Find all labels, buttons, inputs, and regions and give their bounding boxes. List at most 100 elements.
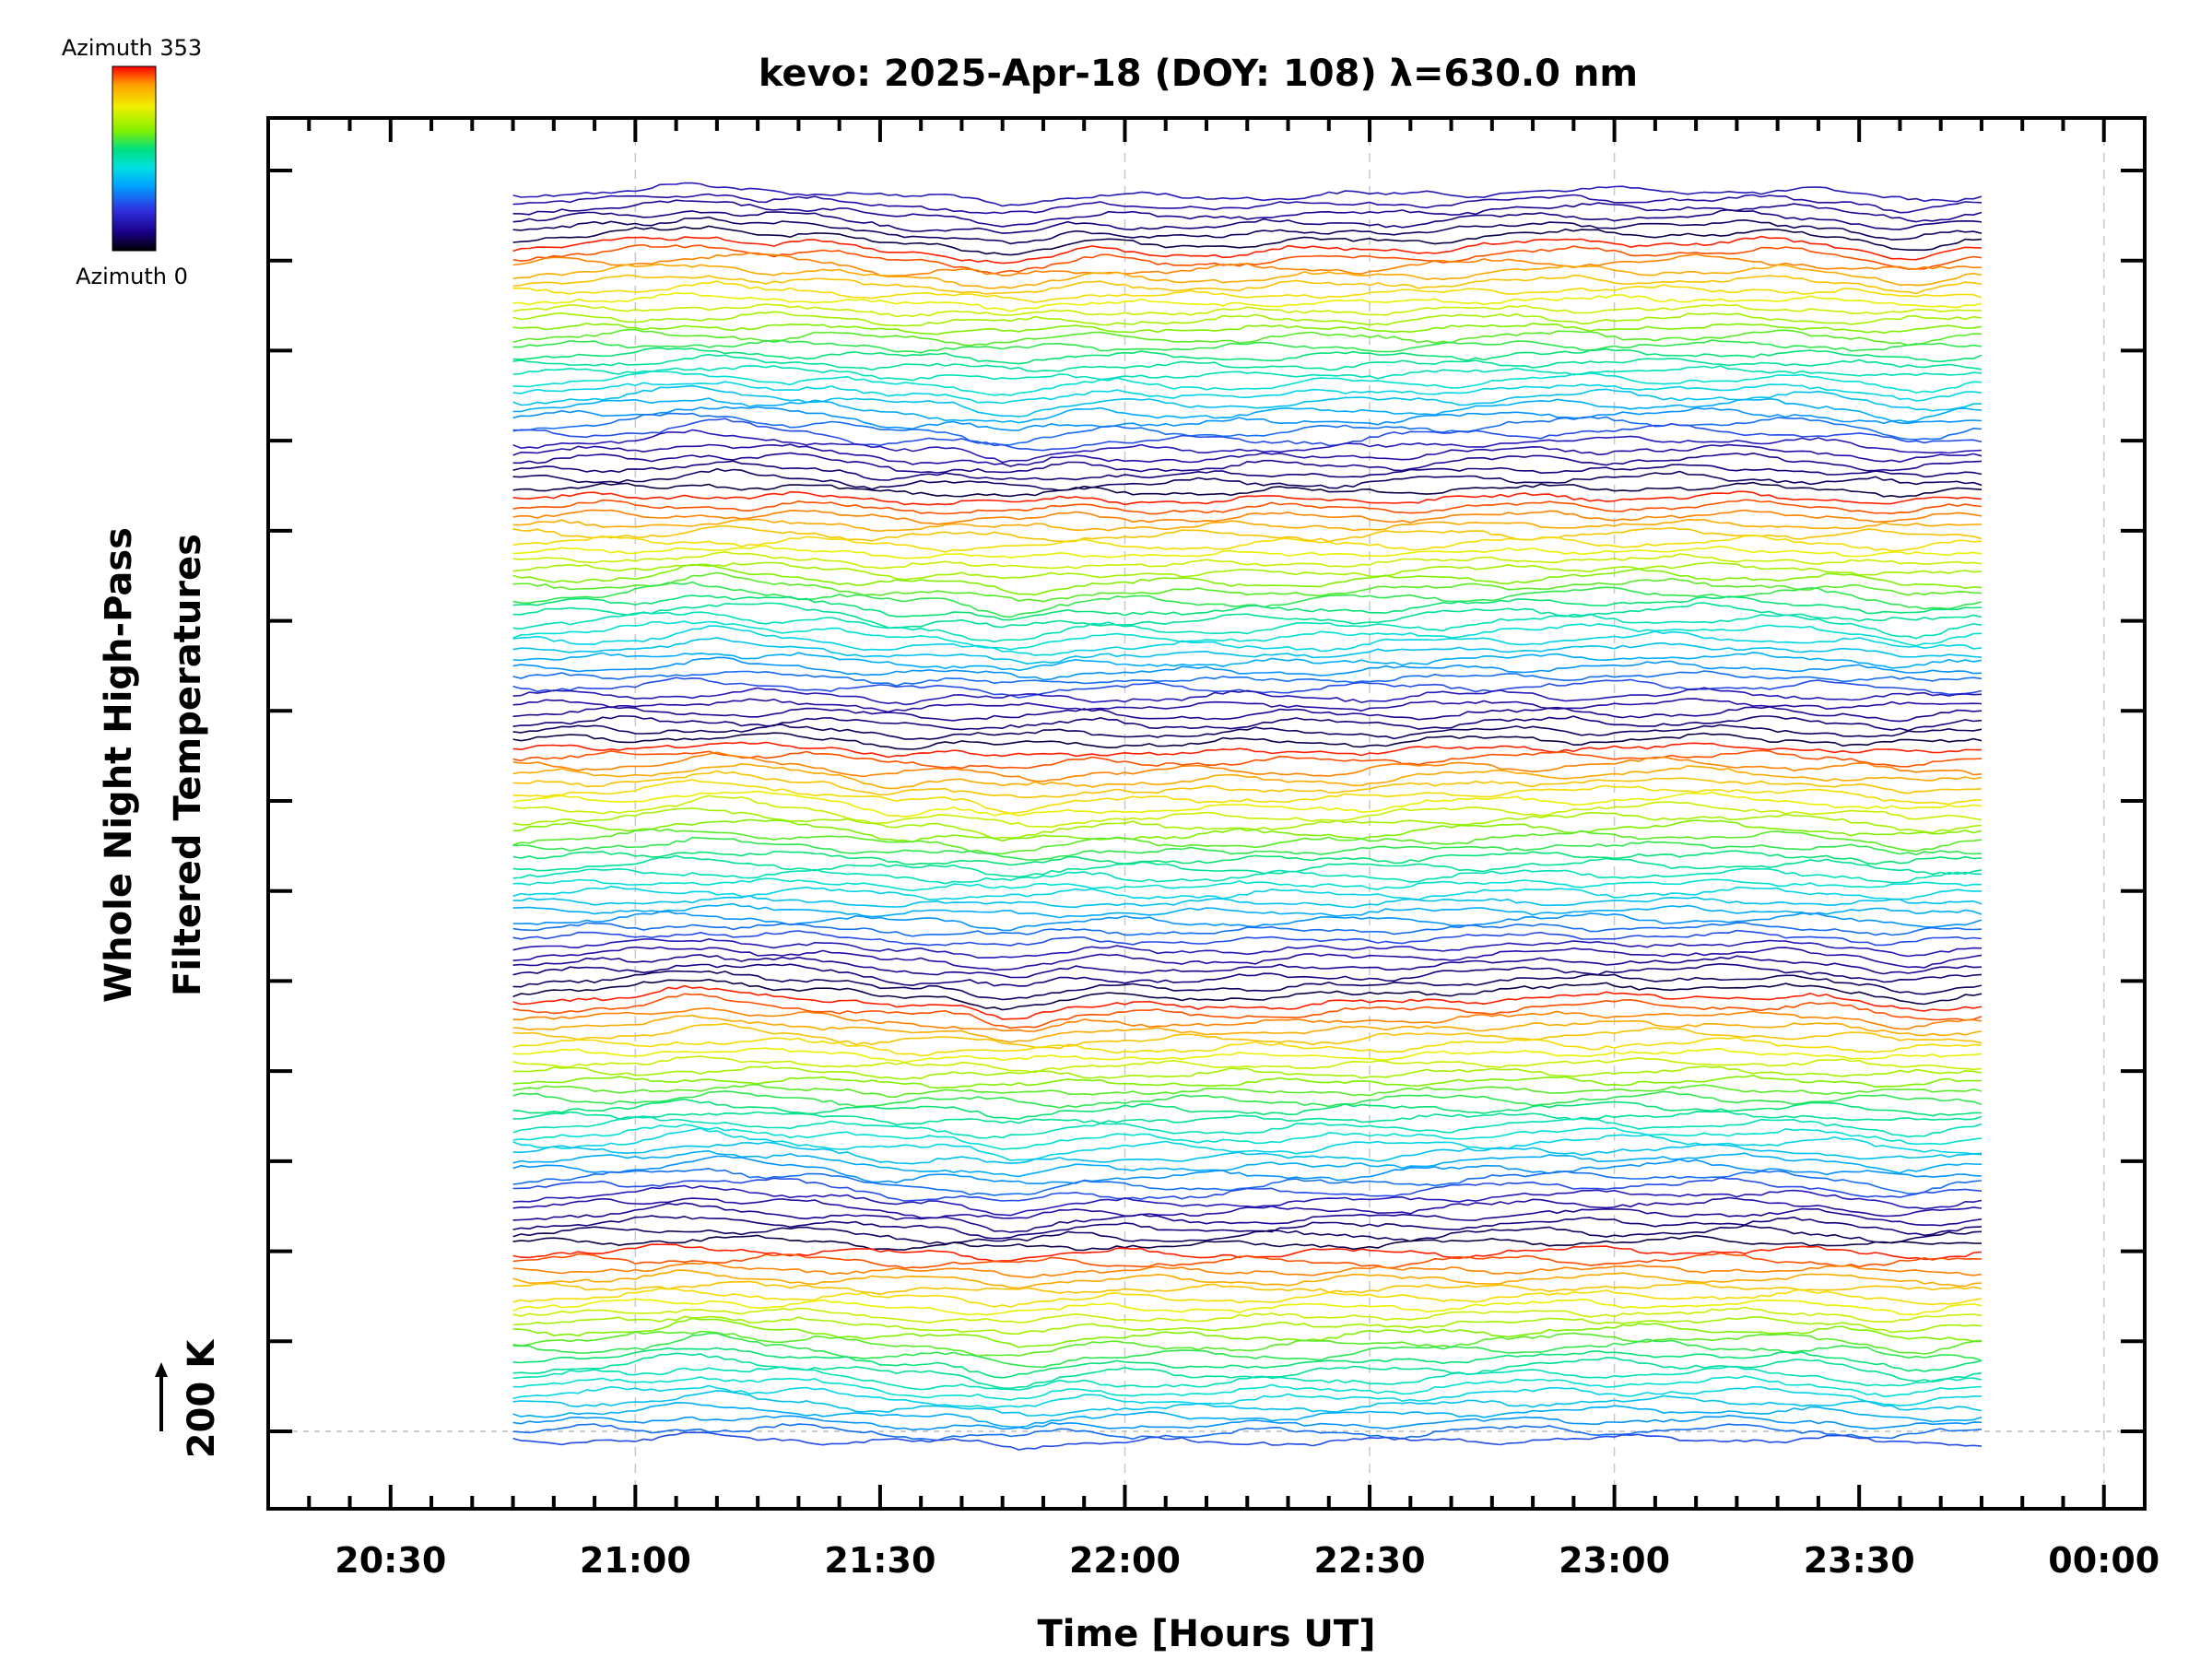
- temperature-trace: [512, 762, 1983, 790]
- temperature-trace: [512, 1317, 1983, 1348]
- temperature-trace: [512, 867, 1983, 885]
- temperature-trace: [512, 1262, 1983, 1279]
- temperature-trace: [512, 1083, 1983, 1099]
- temperature-trace: [512, 1234, 1983, 1252]
- temperature-trace: [512, 303, 1983, 318]
- temperature-trace: [512, 854, 1983, 878]
- temperature-trace: [512, 1127, 1983, 1161]
- temperature-trace: [512, 910, 1983, 932]
- temperature-trace: [512, 984, 1983, 1020]
- x-tick-label: 21:00: [580, 1540, 691, 1581]
- x-tick-label: 22:00: [1069, 1540, 1181, 1581]
- temperature-trace: [512, 1141, 1983, 1165]
- temperature-trace: [512, 1111, 1983, 1126]
- temperature-trace: [512, 1014, 1983, 1043]
- temperature-trace: [512, 550, 1983, 570]
- temperature-trace: [512, 741, 1983, 759]
- temperature-trace: [512, 637, 1983, 665]
- temperature-trace: [512, 978, 1983, 1011]
- temperature-trace: [512, 937, 1983, 959]
- temperature-trace: [512, 946, 1983, 971]
- temperature-trace: [512, 706, 1983, 723]
- temperature-trace: [512, 1401, 1983, 1429]
- temperature-trace: [512, 412, 1983, 446]
- temperature-trace: [512, 902, 1983, 919]
- temperature-trace: [512, 929, 1983, 947]
- temperature-trace: [512, 877, 1983, 892]
- chart-title: kevo: 2025-Apr-18 (DOY: 108) λ=630.0 nm: [759, 53, 1638, 95]
- temperature-trace: [512, 651, 1983, 672]
- temperature-trace: [512, 535, 1983, 553]
- temperature-trace: [512, 687, 1983, 706]
- temperature-trace: [512, 384, 1983, 418]
- temperature-trace: [512, 828, 1983, 855]
- temperature-trace: [512, 328, 1983, 347]
- data-traces: [512, 182, 1983, 1451]
- x-tick-label: 23:30: [1804, 1540, 1915, 1581]
- temperature-trace: [512, 1287, 1983, 1309]
- temperature-trace: [512, 611, 1983, 643]
- temperature-trace: [512, 481, 1983, 499]
- temperature-trace: [512, 962, 1983, 987]
- temperature-trace: [512, 370, 1983, 396]
- temperature-trace: [512, 274, 1983, 295]
- temperature-trace: [512, 509, 1983, 525]
- temperature-trace: [512, 1196, 1983, 1219]
- temperature-trace: [512, 885, 1982, 901]
- temperature-trace: [512, 381, 1983, 405]
- temperature-trace: [512, 1347, 1983, 1379]
- temperature-trace: [512, 993, 1983, 1030]
- temperature-trace: [512, 353, 1983, 372]
- temperature-trace: [512, 1006, 1983, 1032]
- temperature-trace: [512, 602, 1983, 629]
- temperature-trace: [512, 954, 1983, 979]
- temperature-trace: [512, 1330, 1983, 1358]
- temperature-trace: [512, 794, 1983, 829]
- temperature-trace: [512, 193, 1983, 215]
- temperature-trace: [512, 1280, 1983, 1296]
- colorbar-gradient: [112, 65, 157, 252]
- temperature-trace: [512, 1149, 1983, 1178]
- temperature-trace: [512, 1098, 1983, 1121]
- temperature-trace: [512, 1065, 1983, 1080]
- x-tick-labels: 20:30 21:00 21:30 22:00 22:30 23:00 23:30 00:00: [335, 1540, 2159, 1581]
- temperature-trace: [512, 280, 1983, 304]
- temperature-trace: [512, 443, 1983, 467]
- temperature-trace: [512, 1269, 1983, 1289]
- temperature-trace: [512, 732, 1983, 750]
- temperature-trace: [512, 790, 1983, 818]
- temperature-trace: [512, 818, 1983, 843]
- temperature-trace: [512, 397, 1983, 424]
- temperature-trace: [512, 749, 1983, 770]
- temperature-trace: [512, 751, 1983, 782]
- temperature-trace: [512, 216, 1983, 245]
- temperature-trace: [512, 625, 1983, 656]
- temperature-trace: [512, 670, 1983, 687]
- temperature-trace: [512, 1332, 1983, 1369]
- temperature-trace: [512, 235, 1983, 265]
- scale-bar: 200 K: [155, 1338, 223, 1458]
- temperature-trace: [512, 1090, 1983, 1109]
- temperature-trace: [512, 311, 1983, 327]
- temperature-trace: [512, 563, 1983, 596]
- y-axis-title: Whole Night High-Pass Filtered Temperatu…: [98, 527, 209, 1003]
- temperature-trace: [512, 724, 1983, 740]
- colorbar: Azimuth 353 Azimuth 0: [62, 35, 202, 289]
- temperature-trace: [512, 291, 1983, 312]
- temperature-trace: [512, 364, 1983, 382]
- temperature-trace: [512, 347, 1983, 365]
- x-tick-label: 20:30: [335, 1540, 446, 1581]
- temperature-trace: [512, 1155, 1983, 1185]
- temperature-trace: [512, 594, 1983, 621]
- temperature-trace: [512, 1414, 1983, 1431]
- temperature-trace: [512, 1022, 1983, 1050]
- temperature-trace: [512, 922, 1983, 937]
- colorbar-bottom-label: Azimuth 0: [76, 264, 188, 289]
- temperature-trace: [512, 1047, 1983, 1064]
- y-axis-title-line2: Filtered Temperatures: [167, 534, 209, 996]
- temperature-trace: [512, 836, 1983, 861]
- temperature-trace: [512, 1306, 1983, 1324]
- temperature-trace: [512, 499, 1983, 515]
- scale-bar-label: 200 K: [181, 1338, 223, 1458]
